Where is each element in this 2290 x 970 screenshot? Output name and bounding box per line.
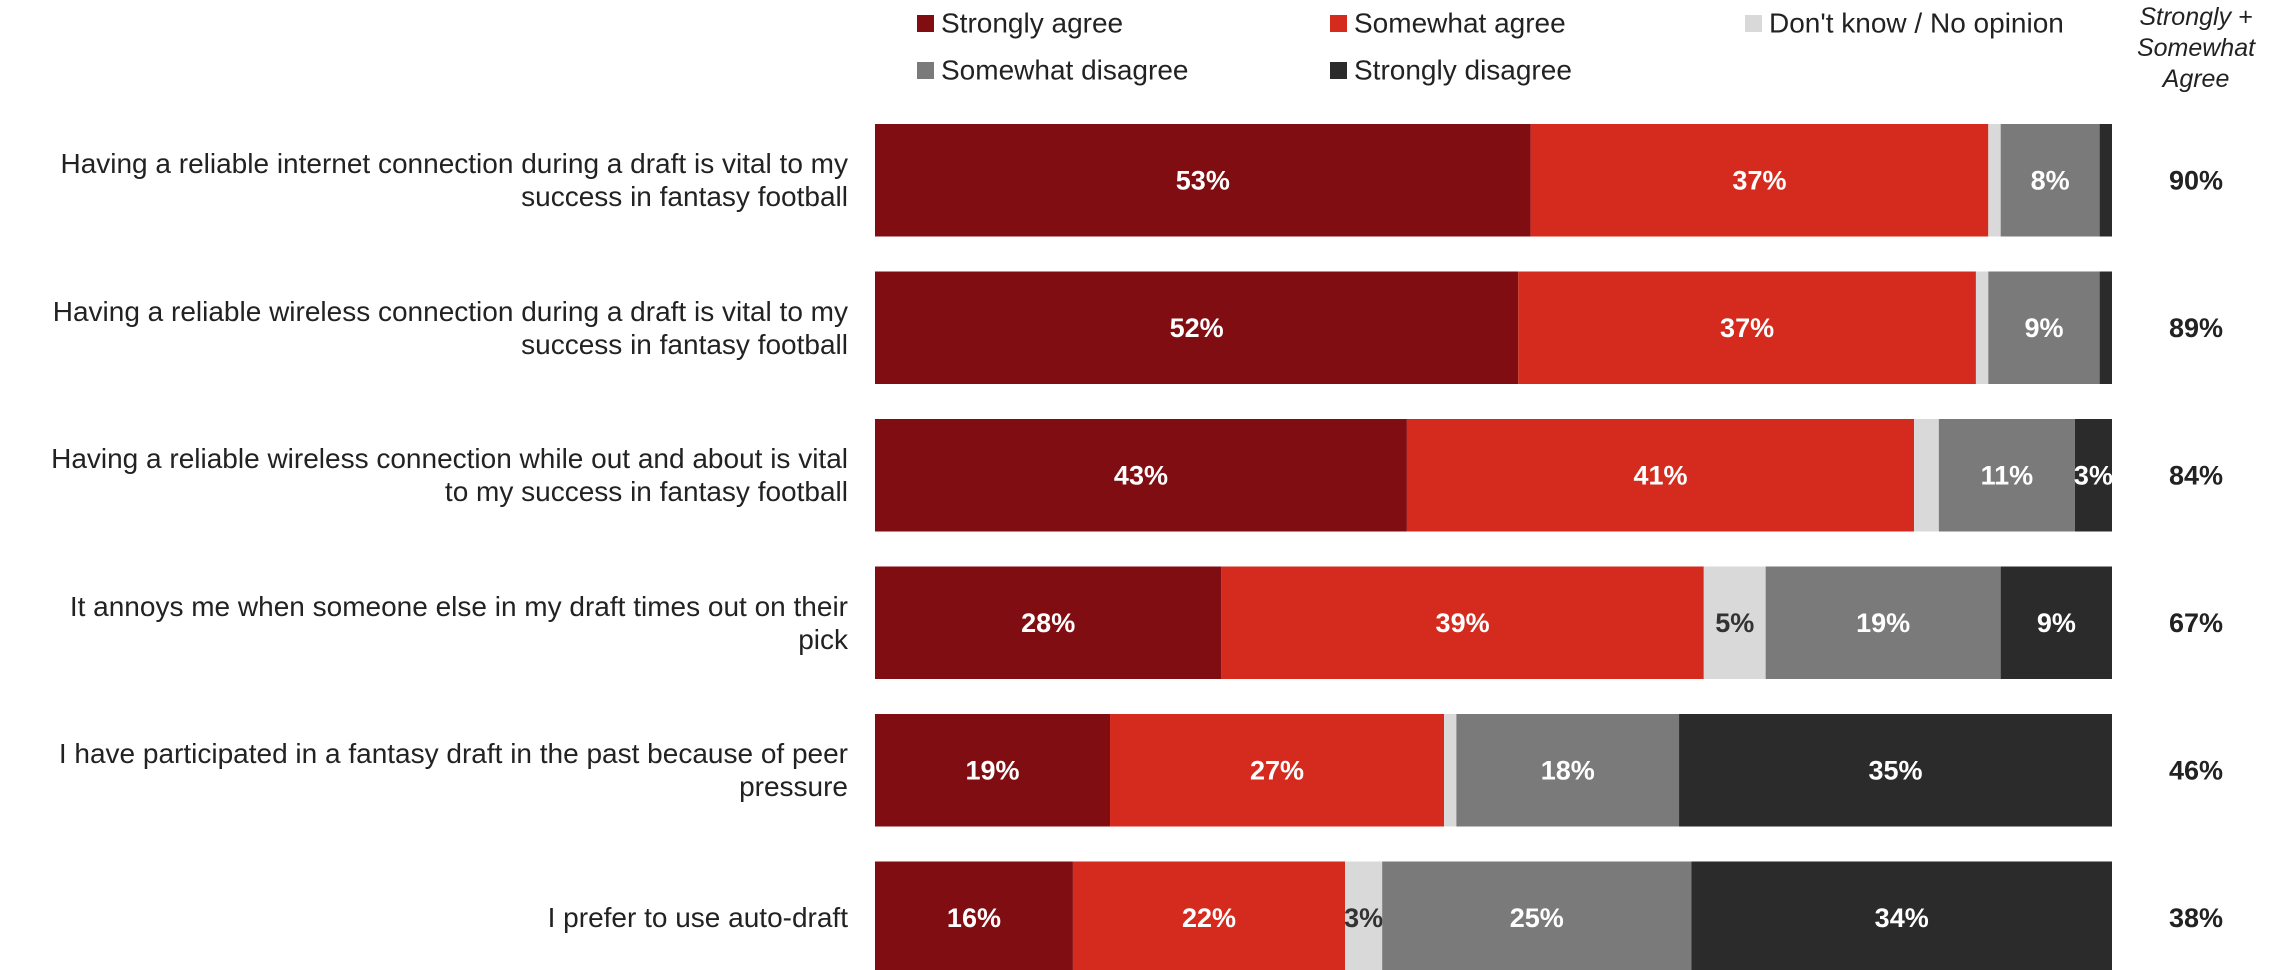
data-label: 52% bbox=[1170, 313, 1224, 343]
bar-segment bbox=[1765, 566, 2001, 679]
data-label: 41% bbox=[1633, 460, 1687, 490]
legend-label: Somewhat agree bbox=[1354, 8, 1566, 39]
bar-segment bbox=[2000, 124, 2100, 237]
data-label: 16% bbox=[947, 903, 1001, 933]
category-label: It annoys me when someone else in my dra… bbox=[69, 590, 848, 655]
bar-segment bbox=[1406, 419, 1915, 532]
data-label: 5% bbox=[1715, 608, 1754, 638]
total-label: 46% bbox=[2169, 755, 2223, 785]
data-label: 35% bbox=[1869, 755, 1923, 785]
category-label: I prefer to use auto-draft bbox=[547, 902, 848, 934]
bar-segment bbox=[1444, 714, 1457, 827]
data-label: 43% bbox=[1114, 460, 1168, 490]
bar-segment bbox=[875, 861, 1073, 970]
data-label: 19% bbox=[1856, 608, 1910, 638]
total-label: 89% bbox=[2169, 313, 2223, 343]
bar-segment bbox=[1345, 861, 1383, 970]
category-label: Having a reliable internet connection du… bbox=[60, 148, 848, 213]
bar-segment bbox=[1518, 271, 1976, 384]
bar-segment bbox=[1938, 419, 2075, 532]
bar-segment bbox=[2074, 419, 2112, 532]
bar-segment bbox=[1679, 714, 2112, 827]
total-label: 38% bbox=[2169, 903, 2223, 933]
data-label: 3% bbox=[1344, 903, 1383, 933]
legend-label: Strongly disagree bbox=[1354, 55, 1572, 86]
category-label: I have participated in a fantasy draft i… bbox=[58, 738, 848, 803]
legend-label: Strongly agree bbox=[941, 8, 1123, 39]
bar-segment bbox=[1072, 861, 1346, 970]
bar-segment bbox=[1530, 124, 1989, 237]
category-label: Having a reliable wireless connection wh… bbox=[51, 443, 848, 508]
data-label: 53% bbox=[1176, 165, 1230, 195]
data-label: 28% bbox=[1021, 608, 1075, 638]
bar-segment bbox=[875, 566, 1222, 679]
totals-header: Strongly + Somewhat Agree bbox=[2136, 3, 2256, 93]
bar-segment bbox=[1382, 861, 1692, 970]
bar-segment bbox=[1975, 271, 1989, 384]
data-label: 27% bbox=[1250, 755, 1304, 785]
bar-segment bbox=[875, 124, 1531, 237]
legend-swatch bbox=[917, 15, 934, 32]
bar-segment bbox=[1456, 714, 1680, 827]
bar-segment bbox=[2000, 566, 2112, 679]
data-label: 39% bbox=[1436, 608, 1490, 638]
data-label: 19% bbox=[965, 755, 1019, 785]
data-label: 34% bbox=[1875, 903, 1929, 933]
bar-segment bbox=[1691, 861, 2112, 970]
bar-segment bbox=[875, 271, 1519, 384]
bar-segment bbox=[2099, 271, 2112, 384]
legend-swatch bbox=[917, 62, 934, 79]
data-label: 8% bbox=[2031, 165, 2070, 195]
bar-segment bbox=[1914, 419, 1939, 532]
bar-segment bbox=[1988, 271, 2100, 384]
data-label: 37% bbox=[1732, 165, 1786, 195]
total-label: 67% bbox=[2169, 608, 2223, 638]
data-label: 18% bbox=[1541, 755, 1595, 785]
data-label: 3% bbox=[2074, 460, 2113, 490]
data-label: 37% bbox=[1720, 313, 1774, 343]
legend-swatch bbox=[1330, 15, 1347, 32]
legend-swatch bbox=[1330, 62, 1347, 79]
bar-segment bbox=[1110, 714, 1445, 827]
total-label: 90% bbox=[2169, 165, 2223, 195]
data-label: 25% bbox=[1510, 903, 1564, 933]
data-label: 22% bbox=[1182, 903, 1236, 933]
data-label: 9% bbox=[2037, 608, 2076, 638]
data-label: 11% bbox=[1981, 460, 2034, 490]
legend-label: Don't know / No opinion bbox=[1769, 8, 2064, 39]
category-label: Having a reliable wireless connection du… bbox=[52, 295, 848, 360]
bar-segment bbox=[875, 419, 1407, 532]
data-label: 9% bbox=[2024, 313, 2063, 343]
legend-swatch bbox=[1745, 15, 1762, 32]
legend-label: Somewhat disagree bbox=[941, 55, 1188, 86]
total-label: 84% bbox=[2169, 460, 2223, 490]
bar-segment bbox=[1221, 566, 1704, 679]
bar-segment bbox=[1988, 124, 2001, 237]
bar-segment bbox=[1703, 566, 1766, 679]
bar-segment bbox=[875, 714, 1111, 827]
bar-segment bbox=[2099, 124, 2112, 237]
